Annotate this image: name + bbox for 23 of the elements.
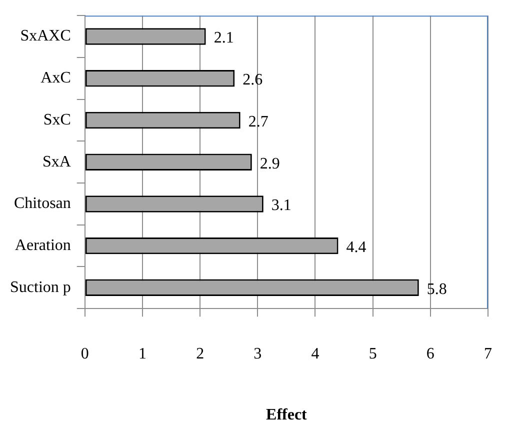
- x-tick-label: 0: [80, 345, 89, 362]
- y-tick-label: SxAXC: [20, 28, 71, 45]
- x-tick-label: 7: [484, 345, 492, 362]
- x-tick-label: 2: [196, 345, 204, 362]
- data-label: 2.9: [260, 155, 280, 172]
- y-tick-label: Chitosan: [14, 195, 71, 212]
- data-label: 4.4: [346, 239, 366, 256]
- x-tick-label: 1: [138, 345, 146, 362]
- x-axis-title: Effect: [266, 406, 308, 424]
- x-tick-label: 3: [254, 345, 262, 362]
- data-label: 2.6: [242, 72, 263, 89]
- data-label: 5.8: [426, 280, 447, 298]
- x-tick-label: 5: [368, 345, 377, 362]
- y-tick-label: Aeration: [14, 237, 71, 254]
- x-tick-label: 4: [311, 345, 320, 362]
- y-tick-label: SxA: [42, 153, 72, 170]
- data-label: 2.7: [248, 113, 268, 130]
- x-tick-label: 6: [426, 345, 434, 362]
- data-label: 3.1: [271, 197, 292, 214]
- y-tick-label: AxC: [40, 70, 71, 87]
- y-tick-label: SxC: [43, 111, 71, 128]
- y-tick-label: Suction p: [10, 278, 71, 296]
- data-label: 2.1: [214, 30, 234, 47]
